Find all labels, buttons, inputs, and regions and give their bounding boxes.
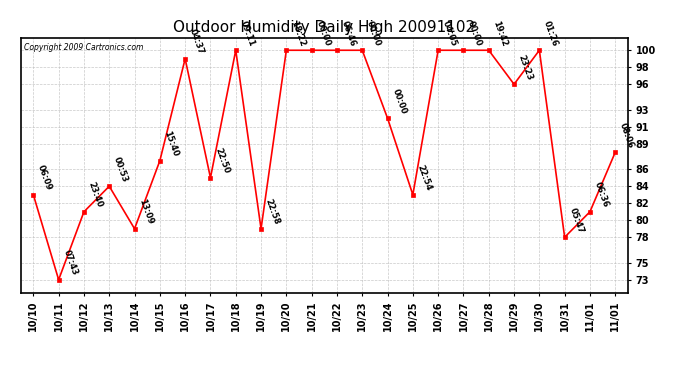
Text: 13:09: 13:09 xyxy=(137,198,155,226)
Text: 23:40: 23:40 xyxy=(87,181,104,209)
Text: 00:53: 00:53 xyxy=(112,156,130,183)
Text: 15:40: 15:40 xyxy=(163,130,180,158)
Text: 19:42: 19:42 xyxy=(491,19,509,48)
Text: Copyright 2009 Cartronics.com: Copyright 2009 Cartronics.com xyxy=(23,43,143,52)
Text: 04:05: 04:05 xyxy=(441,20,458,48)
Text: 22:50: 22:50 xyxy=(213,147,231,175)
Text: 18:22: 18:22 xyxy=(289,19,307,48)
Text: 00:00: 00:00 xyxy=(391,88,408,116)
Text: 00:00: 00:00 xyxy=(466,20,484,48)
Text: 06:09: 06:09 xyxy=(36,164,54,192)
Text: 05:47: 05:47 xyxy=(567,206,585,234)
Text: 00:00: 00:00 xyxy=(315,20,332,48)
Text: 22:54: 22:54 xyxy=(415,164,433,192)
Text: 00:00: 00:00 xyxy=(365,20,382,48)
Text: 23:23: 23:23 xyxy=(517,53,534,81)
Text: 08:06: 08:06 xyxy=(618,122,635,150)
Title: Outdoor Humidity Daily High 20091102: Outdoor Humidity Daily High 20091102 xyxy=(173,20,475,35)
Text: 01:26: 01:26 xyxy=(542,19,560,48)
Text: 07:43: 07:43 xyxy=(61,249,79,277)
Text: 22:58: 22:58 xyxy=(264,198,282,226)
Text: 06:36: 06:36 xyxy=(593,181,610,209)
Text: 06:46: 06:46 xyxy=(339,19,357,48)
Text: 09:11: 09:11 xyxy=(239,20,256,48)
Text: 04:37: 04:37 xyxy=(188,28,206,56)
